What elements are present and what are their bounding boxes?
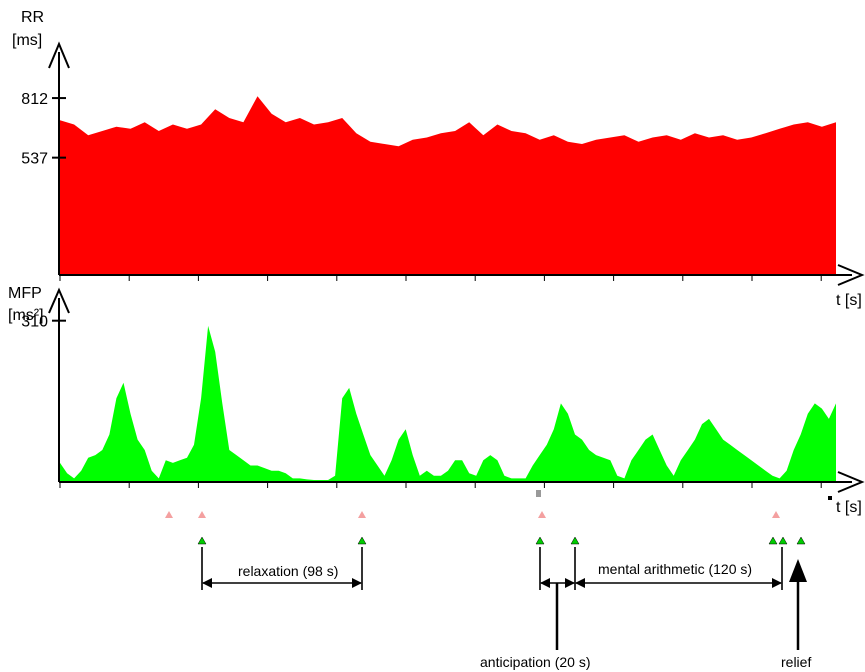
mfp-ylabel-line2: [ms²] — [8, 307, 44, 324]
rr-area — [60, 96, 836, 274]
rr-x-axis-arrow-icon — [837, 264, 865, 286]
pink-marker — [198, 511, 206, 518]
relaxation-interval: relaxation (98 s) — [201, 547, 363, 590]
y-tick-label: 812 — [21, 91, 48, 108]
mfp-area — [60, 325, 836, 481]
green-marker — [357, 536, 367, 545]
anticipation-label: anticipation (20 s) — [480, 654, 591, 670]
rr-panel: 537 812 RR [ms] t [s] — [12, 9, 865, 309]
pink-marker — [538, 511, 546, 518]
relief-annotation: relief — [781, 559, 811, 670]
mental-arithmetic-interval: mental arithmetic (120 s) — [575, 547, 783, 590]
green-marker — [778, 536, 788, 545]
rr-ylabel-line1: RR — [21, 9, 44, 26]
pink-marker — [358, 511, 366, 518]
pink-marker — [772, 511, 780, 518]
mental-arithmetic-label: mental arithmetic (120 s) — [598, 561, 752, 577]
relaxation-label: relaxation (98 s) — [238, 563, 338, 579]
y-tick-label: 310 — [21, 314, 48, 331]
mfp-panel: 310 MFP [ms²] t [s] — [8, 285, 865, 516]
y-tick-label: 537 — [21, 151, 48, 168]
green-marker — [197, 536, 207, 545]
gray-marker — [536, 490, 541, 497]
mfp-x-axis-arrow-icon — [837, 471, 865, 493]
mfp-xlabel: t [s] — [836, 499, 862, 516]
green-marker — [535, 536, 545, 545]
mfp-corner-mark — [828, 496, 832, 500]
pink-marker — [165, 511, 173, 518]
green-marker — [570, 536, 580, 545]
relief-label: relief — [781, 654, 811, 670]
green-marker — [796, 536, 806, 545]
anticipation-interval: anticipation (20 s) — [480, 547, 591, 670]
rr-y-axis-arrow-icon — [48, 41, 70, 69]
rr-xlabel: t [s] — [836, 292, 862, 309]
green-marker — [768, 536, 778, 545]
rr-y-ticks: 537 812 — [21, 91, 66, 168]
rr-ylabel-line2: [ms] — [12, 32, 42, 49]
mfp-y-axis-arrow-icon — [48, 287, 70, 314]
relief-arrow-icon — [789, 559, 807, 582]
mfp-ylabel-line1: MFP — [8, 285, 42, 302]
event-markers — [165, 490, 806, 545]
